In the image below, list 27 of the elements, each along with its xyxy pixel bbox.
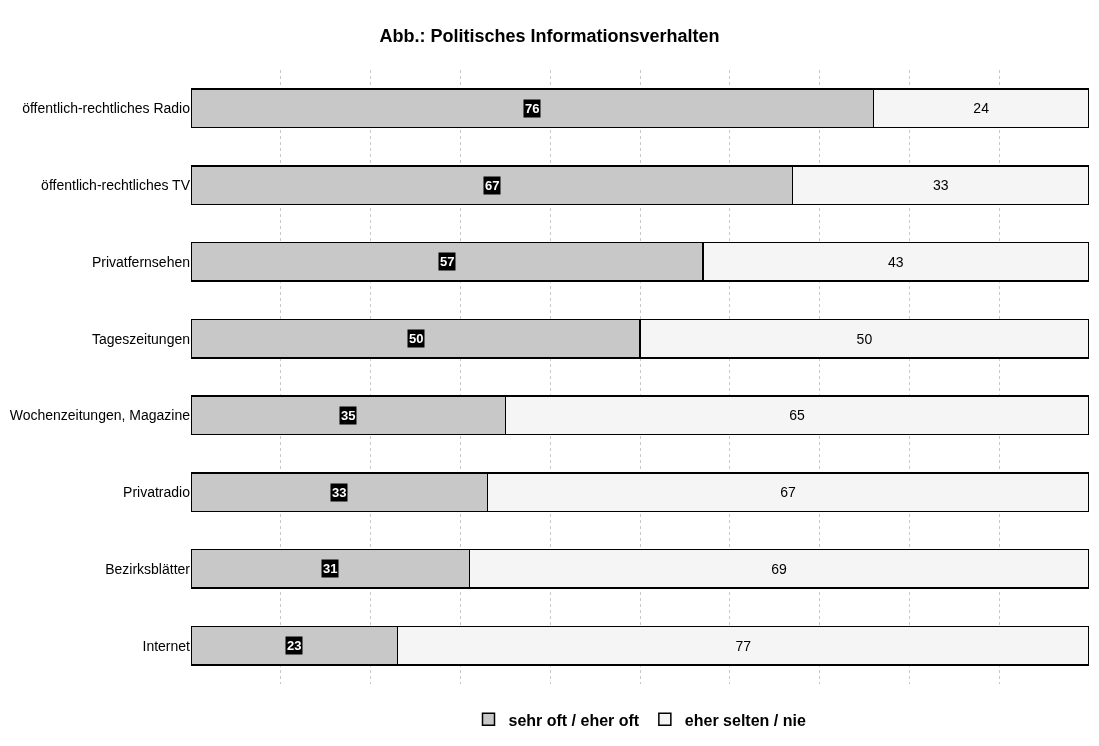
data-label: 67 (485, 178, 500, 193)
y-tick-label: Tageszeitungen (91, 330, 190, 347)
y-tick-label: Wochenzeitungen, Magazine (9, 407, 191, 424)
data-label: 35 (341, 408, 356, 423)
legend-label: eher selten / nie (684, 711, 806, 729)
y-tick-label: Internet (142, 637, 191, 654)
y-tick-label: Privatfernsehen (91, 253, 190, 270)
data-label: 50 (409, 331, 424, 346)
data-label: 65 (789, 407, 806, 424)
data-label: 67 (780, 484, 797, 501)
data-label: 33 (332, 485, 347, 500)
data-label: 76 (525, 101, 540, 116)
data-label: 33 (932, 177, 949, 194)
data-label: 57 (440, 254, 455, 269)
legend-label: sehr oft / eher oft (508, 711, 640, 729)
y-tick-label: Privatradio (123, 484, 191, 501)
data-label: 24 (973, 100, 990, 117)
data-label: 31 (323, 561, 338, 576)
data-label: 23 (287, 638, 302, 653)
data-label: 50 (856, 330, 873, 347)
data-label: 43 (888, 253, 904, 270)
chart-title: Abb.: Politisches Informationsverhalten (379, 26, 720, 47)
y-tick-label: Bezirksblätter (105, 560, 191, 577)
data-label: 77 (735, 637, 752, 654)
y-tick-label: öffentlich-rechtliches TV (41, 177, 191, 194)
data-label: 69 (771, 560, 788, 577)
y-tick-label: öffentlich-rechtliches Radio (22, 100, 191, 117)
